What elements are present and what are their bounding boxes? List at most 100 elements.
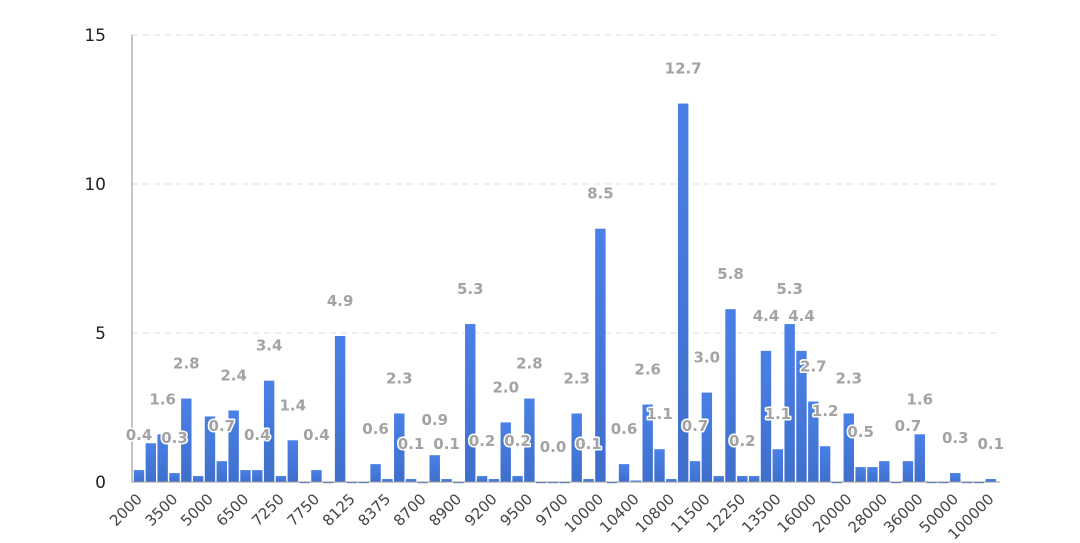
bar xyxy=(488,479,500,482)
data-label: 5.3 xyxy=(457,280,484,298)
bar xyxy=(346,482,358,484)
bar xyxy=(145,443,157,482)
data-label: 1.6 xyxy=(906,390,933,408)
x-tick-label: 5000 xyxy=(177,490,217,530)
data-label: 0.9 xyxy=(421,411,448,429)
y-tick-label: 5 xyxy=(95,324,106,344)
data-label: 2.3 xyxy=(563,369,590,387)
bar xyxy=(358,482,369,484)
bar xyxy=(737,476,748,482)
y-axis-ticks: 0 5 10 15 xyxy=(84,26,106,493)
bar xyxy=(843,413,854,482)
data-label: 4.9 xyxy=(327,292,354,310)
bar xyxy=(547,482,559,484)
x-tick-label: 10800 xyxy=(632,490,678,536)
bar xyxy=(914,434,925,482)
data-label: 3.0 xyxy=(694,349,721,367)
bar xyxy=(334,335,346,482)
x-tick-label: 36000 xyxy=(880,490,926,536)
bar xyxy=(169,473,180,482)
bar xyxy=(216,461,228,482)
x-tick-label: 8375 xyxy=(355,490,395,530)
bar xyxy=(228,410,239,482)
x-tick-label: 8700 xyxy=(390,490,430,530)
data-label: 0.3 xyxy=(161,429,188,447)
bar xyxy=(701,392,713,482)
data-label: 4.4 xyxy=(788,307,815,325)
data-label: 0.2 xyxy=(469,432,496,450)
bar xyxy=(536,482,547,484)
bar xyxy=(961,482,973,484)
bar xyxy=(973,482,985,484)
bar xyxy=(429,455,440,482)
data-label: 0.7 xyxy=(682,417,709,435)
bar xyxy=(524,398,535,482)
y-tick-label: 0 xyxy=(95,473,106,493)
x-tick-label: 13500 xyxy=(738,490,784,536)
x-tick-label: 20000 xyxy=(809,490,855,536)
data-label: 0.2 xyxy=(504,432,531,450)
data-label: 0.1 xyxy=(575,435,602,453)
bar xyxy=(240,470,251,482)
data-label: 0.0 xyxy=(540,438,567,456)
x-tick-label: 8125 xyxy=(319,490,359,530)
bar xyxy=(263,380,275,482)
bar xyxy=(725,309,736,482)
data-label: 4.4 xyxy=(753,307,780,325)
bar xyxy=(796,350,807,482)
bar xyxy=(595,228,606,482)
bar xyxy=(465,324,476,482)
x-tick-label: 16000 xyxy=(774,490,820,536)
bar xyxy=(559,482,571,484)
data-label: 0.7 xyxy=(209,417,236,435)
bar xyxy=(583,479,594,482)
bar xyxy=(181,398,192,482)
bar xyxy=(855,467,866,482)
x-tick-label: 2000 xyxy=(106,490,146,530)
bar xyxy=(867,467,878,482)
bar xyxy=(926,482,937,484)
bar xyxy=(571,413,582,482)
bar xyxy=(890,482,902,484)
data-label: 0.6 xyxy=(362,420,389,438)
bar xyxy=(677,103,689,482)
bar xyxy=(772,449,784,482)
data-label: 2.3 xyxy=(386,369,413,387)
bars xyxy=(133,103,996,484)
data-label: 8.5 xyxy=(587,185,614,203)
bar xyxy=(713,476,724,482)
data-label: 12.7 xyxy=(665,60,702,78)
data-label: 1.6 xyxy=(149,390,176,408)
bar xyxy=(618,464,630,482)
data-label: 0.2 xyxy=(729,432,756,450)
x-tick-label: 8900 xyxy=(426,490,466,530)
bar xyxy=(133,470,145,482)
data-label: 0.1 xyxy=(433,435,460,453)
data-label: 0.3 xyxy=(942,429,969,447)
data-label: 1.4 xyxy=(280,396,307,414)
bar xyxy=(642,404,653,482)
x-tick-label: 12250 xyxy=(703,490,749,536)
data-label: 0.5 xyxy=(847,423,874,441)
data-label: 1.1 xyxy=(646,405,673,423)
bar xyxy=(476,476,488,482)
bar xyxy=(630,480,642,482)
bar xyxy=(879,461,890,482)
bar xyxy=(453,482,464,484)
bar xyxy=(760,350,772,482)
data-label: 2.4 xyxy=(220,366,247,384)
bar xyxy=(808,401,819,482)
data-label: 0.4 xyxy=(303,426,330,444)
bar xyxy=(382,479,393,482)
bar xyxy=(287,440,298,482)
data-label: 5.8 xyxy=(717,265,744,283)
bar xyxy=(500,422,511,482)
x-tick-label: 28000 xyxy=(845,490,891,536)
bar xyxy=(819,446,831,482)
bar xyxy=(607,482,618,484)
data-labels: 0.4 1.6 0.3 2.8 0.7 2.4 0.4 3.4 1.4 0.4 4.9 0.6 2.3 0… xyxy=(124,58,1005,457)
bar xyxy=(831,482,843,484)
x-tick-label: 10400 xyxy=(596,490,642,536)
bar xyxy=(666,479,677,482)
